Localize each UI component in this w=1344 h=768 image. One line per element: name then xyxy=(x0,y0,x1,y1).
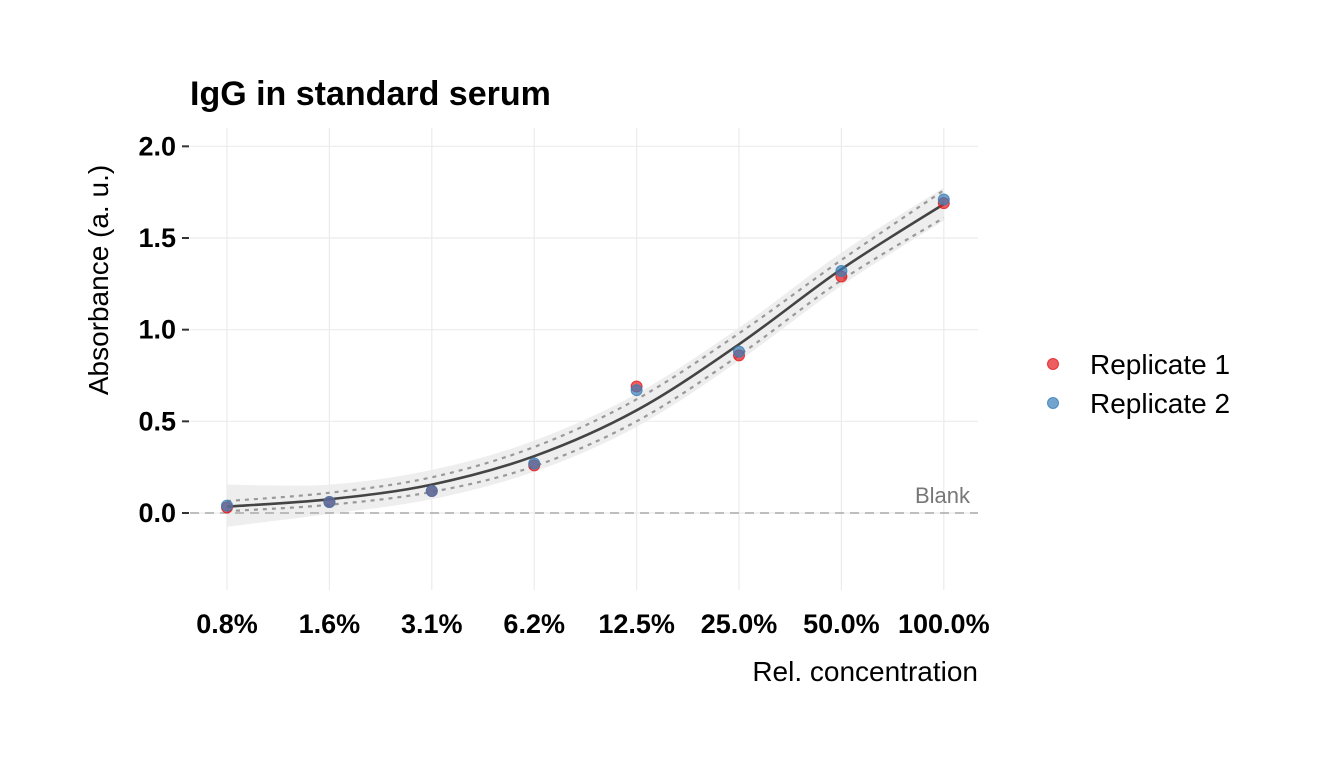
y-tick-label: 2.0 xyxy=(138,131,176,161)
y-tick-label: 1.0 xyxy=(138,315,176,345)
data-point-replicate-2 xyxy=(937,193,950,206)
x-tick-label: 25.0% xyxy=(701,609,778,639)
legend-key-replicate-2 xyxy=(1047,397,1059,409)
data-point-replicate-2 xyxy=(528,457,541,470)
x-tick-label: 6.2% xyxy=(503,609,565,639)
x-axis-title: Rel. concentration xyxy=(752,656,978,687)
x-tick-label: 1.6% xyxy=(299,609,361,639)
x-tick-label: 50.0% xyxy=(803,609,880,639)
data-point-replicate-2 xyxy=(323,496,336,508)
legend-key-replicate-1 xyxy=(1047,358,1059,370)
data-point-replicate-2 xyxy=(425,485,438,497)
x-tick-label: 3.1% xyxy=(401,609,463,639)
legend-label-replicate-2: Replicate 2 xyxy=(1090,388,1230,419)
x-tick-label: 12.5% xyxy=(598,609,675,639)
y-tick-label: 0.5 xyxy=(138,406,176,436)
data-point-replicate-2 xyxy=(221,499,233,512)
x-axis: 0.8% 1.6% 3.1% 6.2% 12.5% 25.0% 50.0% 100.0% xyxy=(196,609,989,639)
blank-label: Blank xyxy=(915,483,971,508)
y-axis: 0.0 0.5 1.0 1.5 2.0 xyxy=(138,131,189,528)
y-axis-title: Absorbance (a. u.) xyxy=(83,165,114,395)
data-point-replicate-2 xyxy=(835,265,848,277)
dotted-upper-bound xyxy=(226,189,945,503)
x-tick-label: 0.8% xyxy=(196,609,258,639)
grid xyxy=(190,128,978,590)
y-tick-label: 1.5 xyxy=(138,223,176,253)
legend: Replicate 1 Replicate 2 xyxy=(1047,349,1230,419)
fit-curve xyxy=(226,203,945,508)
y-tick-label: 0.0 xyxy=(138,498,176,528)
confidence-band xyxy=(227,187,944,527)
data-point-replicate-2 xyxy=(733,345,745,358)
data-points xyxy=(221,193,950,514)
legend-label-replicate-1: Replicate 1 xyxy=(1090,349,1230,380)
chart-title: IgG in standard serum xyxy=(190,75,551,113)
data-point-replicate-2 xyxy=(630,384,643,397)
x-tick-label: 100.0% xyxy=(898,609,990,639)
